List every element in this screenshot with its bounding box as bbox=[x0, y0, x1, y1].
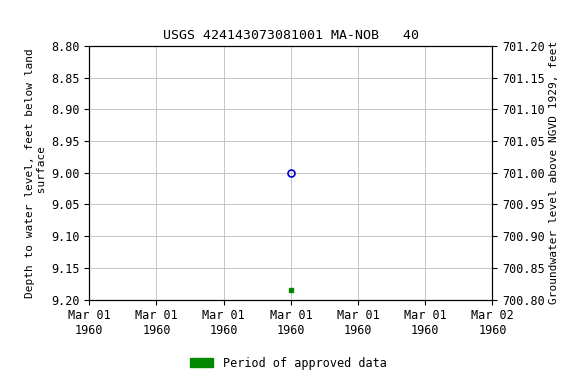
Title: USGS 424143073081001 MA-NOB   40: USGS 424143073081001 MA-NOB 40 bbox=[163, 29, 419, 42]
Y-axis label: Depth to water level, feet below land
 surface: Depth to water level, feet below land su… bbox=[25, 48, 47, 298]
Legend: Period of approved data: Period of approved data bbox=[185, 352, 391, 374]
Y-axis label: Groundwater level above NGVD 1929, feet: Groundwater level above NGVD 1929, feet bbox=[549, 41, 559, 305]
